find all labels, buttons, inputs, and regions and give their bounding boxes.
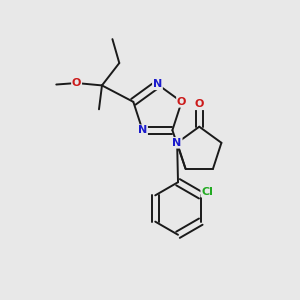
Text: N: N (153, 79, 162, 89)
Text: O: O (195, 99, 204, 109)
Text: N: N (172, 138, 182, 148)
Text: O: O (72, 78, 81, 88)
Text: O: O (177, 97, 186, 107)
Text: N: N (138, 125, 147, 135)
Text: Cl: Cl (201, 187, 213, 197)
